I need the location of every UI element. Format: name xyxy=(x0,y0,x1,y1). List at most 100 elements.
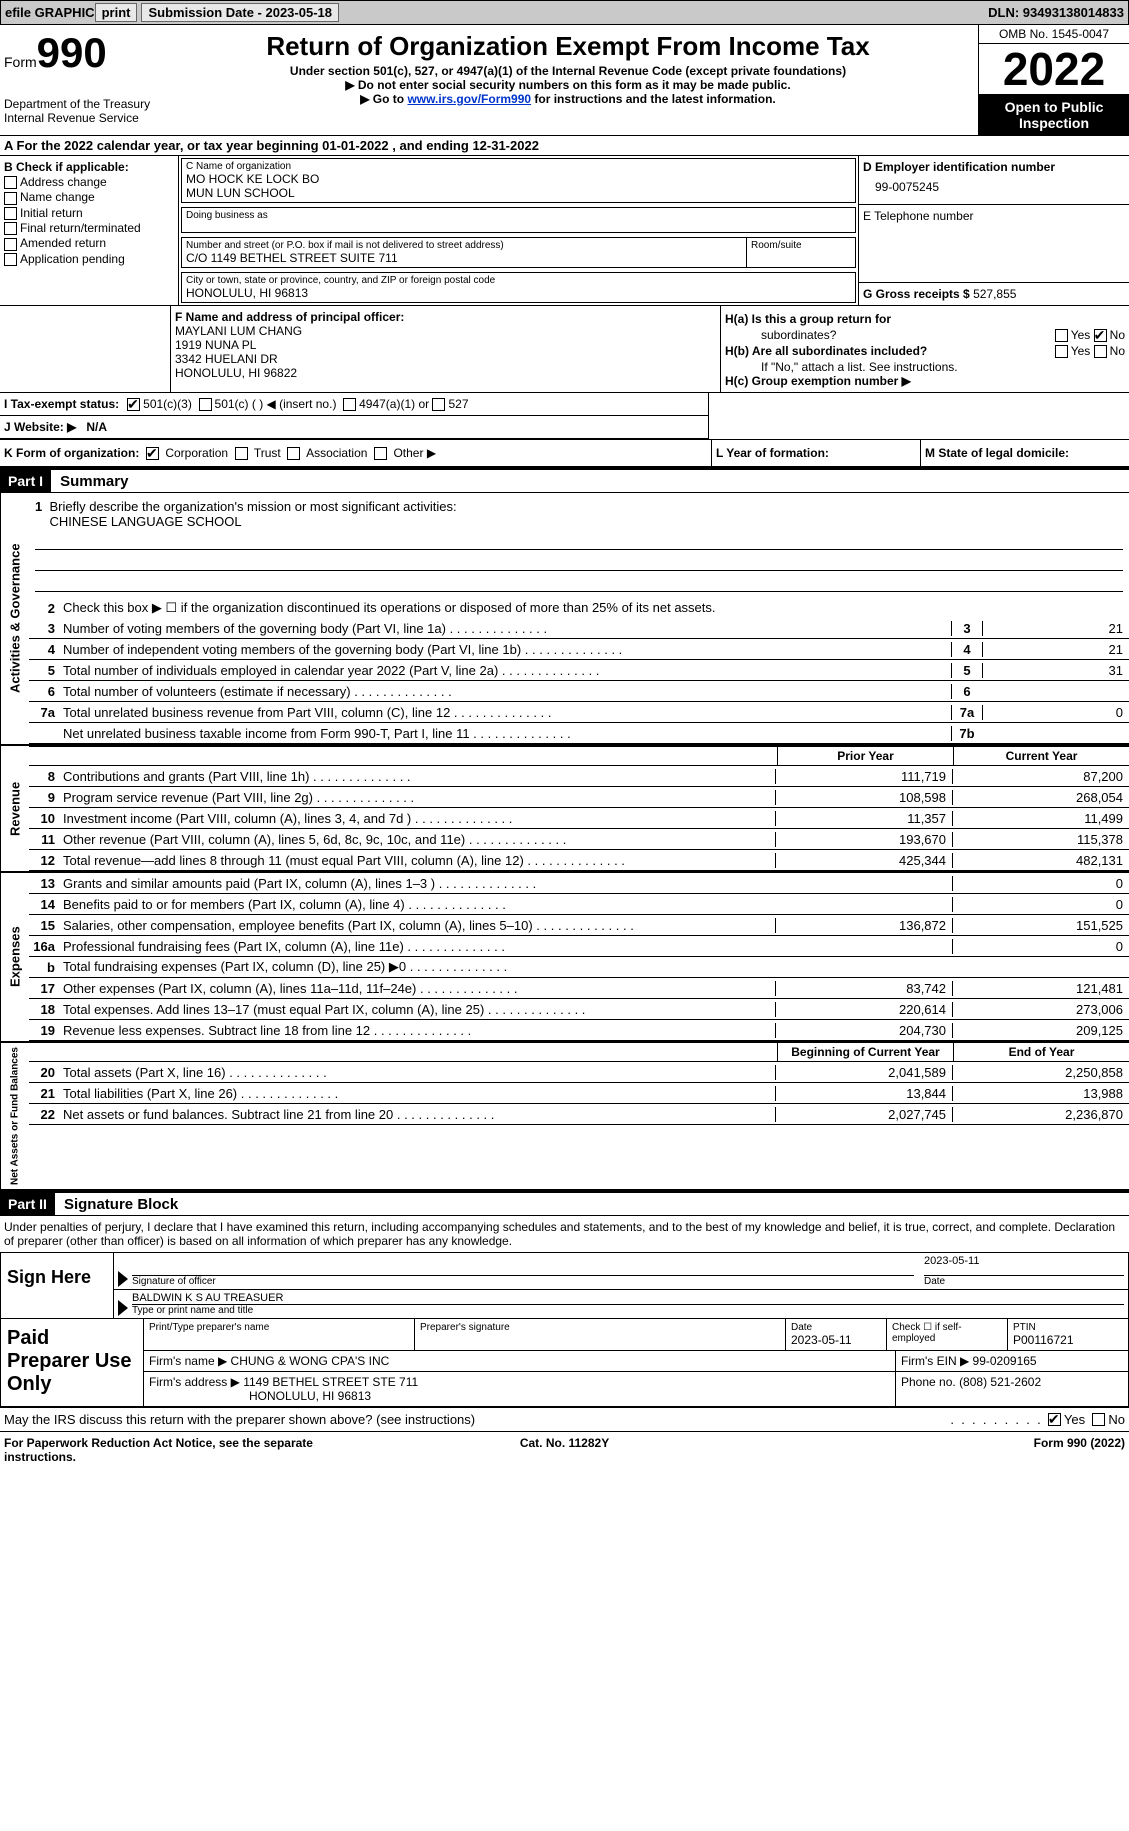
checkbox-trust[interactable] xyxy=(235,447,248,460)
current-val: 0 xyxy=(952,897,1129,912)
checkbox-527[interactable] xyxy=(432,398,445,411)
ha-no-label: No xyxy=(1110,328,1125,342)
line-cell-num: 4 xyxy=(951,642,982,657)
prep-sig-label: Preparer's signature xyxy=(420,1322,780,1333)
line-desc: Salaries, other compensation, employee b… xyxy=(59,916,775,935)
room-label: Room/suite xyxy=(751,240,851,251)
line-num: 18 xyxy=(29,1002,59,1017)
current-val: 0 xyxy=(952,939,1129,954)
current-val: 151,525 xyxy=(952,918,1129,933)
firm-ein: 99-0209165 xyxy=(973,1354,1037,1368)
line-desc: Total number of volunteers (estimate if … xyxy=(59,682,951,701)
mission-text: CHINESE LANGUAGE SCHOOL xyxy=(49,514,241,529)
label-amended: Amended return xyxy=(20,236,106,250)
taxyear-pre: A For the 2022 calendar year, or tax yea… xyxy=(4,138,322,153)
line-cell-num: 6 xyxy=(951,684,982,699)
prior-val: 13,844 xyxy=(775,1086,952,1101)
line-cell-val: 0 xyxy=(982,705,1129,720)
ha-yes-label: Yes xyxy=(1071,328,1091,342)
omb-number: OMB No. 1545-0047 xyxy=(979,25,1129,44)
submission-date-button[interactable]: Submission Date - 2023-05-18 xyxy=(141,3,339,22)
block-f: F Name and address of principal officer:… xyxy=(171,306,720,392)
line-desc: Total liabilities (Part X, line 26) xyxy=(59,1084,775,1103)
discuss-no-checkbox[interactable] xyxy=(1092,1413,1105,1426)
section-a-taxyear: A For the 2022 calendar year, or tax yea… xyxy=(0,136,1129,156)
form-word: Form xyxy=(4,54,37,70)
prior-val: 193,670 xyxy=(775,832,952,847)
note-pre: ▶ Go to xyxy=(360,92,407,106)
line-num: 16a xyxy=(29,939,59,954)
city-val: HONOLULU, HI 96813 xyxy=(186,286,851,300)
hc-label: H(c) Group exemption number ▶ xyxy=(725,374,911,388)
checkbox-501c[interactable] xyxy=(199,398,212,411)
prep-phone: (808) 521-2602 xyxy=(959,1375,1041,1389)
gross-label: G Gross receipts $ xyxy=(863,287,970,301)
irs-link[interactable]: www.irs.gov/Form990 xyxy=(407,92,531,106)
checkbox-corp[interactable] xyxy=(146,447,159,460)
line-desc: Total revenue—add lines 8 through 11 (mu… xyxy=(59,851,775,870)
hb-no-checkbox[interactable] xyxy=(1094,345,1107,358)
current-val: 87,200 xyxy=(952,769,1129,784)
hb-yes-checkbox[interactable] xyxy=(1055,345,1068,358)
block-b-title: B Check if applicable: xyxy=(4,160,174,174)
checkbox-4947[interactable] xyxy=(343,398,356,411)
date-label: Date xyxy=(924,1276,1124,1287)
checkbox-final-return[interactable] xyxy=(4,222,17,235)
org-name-label: C Name of organization xyxy=(186,161,851,172)
org-name-2: MUN LUN SCHOOL xyxy=(186,186,851,200)
checkbox-501c3[interactable] xyxy=(127,398,140,411)
prior-val: 11,357 xyxy=(775,811,952,826)
checkbox-other[interactable] xyxy=(374,447,387,460)
line-num: b xyxy=(29,960,59,975)
block-h: H(a) Is this a group return for subordin… xyxy=(720,306,1129,392)
prep-check-label: Check ☐ if self-employed xyxy=(892,1322,1002,1344)
hb-no-label: No xyxy=(1110,344,1125,358)
prior-val: 204,730 xyxy=(775,1023,952,1038)
part1-title: Summary xyxy=(54,473,128,490)
data-line: 17 Other expenses (Part IX, column (A), … xyxy=(29,978,1129,999)
checkbox-application[interactable] xyxy=(4,253,17,266)
sign-here-block: Sign Here Signature of officer 2023-05-1… xyxy=(0,1252,1129,1319)
line-desc: Other expenses (Part IX, column (A), lin… xyxy=(59,979,775,998)
print-button[interactable]: print xyxy=(95,3,138,22)
current-val: 0 xyxy=(952,876,1129,891)
line-cell-val: 21 xyxy=(982,642,1129,657)
checkbox-amended[interactable] xyxy=(4,238,17,251)
street-val: C/O 1149 BETHEL STREET SUITE 711 xyxy=(186,251,742,265)
data-line: 20 Total assets (Part X, line 16) 2,041,… xyxy=(29,1062,1129,1083)
line-num: 4 xyxy=(29,642,59,657)
line-desc: Program service revenue (Part VIII, line… xyxy=(59,788,775,807)
col-current: Current Year xyxy=(953,747,1129,765)
line-num: 15 xyxy=(29,918,59,933)
note-ssn: ▶ Do not enter social security numbers o… xyxy=(162,78,974,92)
line-desc: Revenue less expenses. Subtract line 18 … xyxy=(59,1021,775,1040)
k-label: K Form of organization: xyxy=(4,446,139,460)
discuss-row: May the IRS discuss this return with the… xyxy=(0,1407,1129,1431)
checkbox-address-change[interactable] xyxy=(4,176,17,189)
l-label: L Year of formation: xyxy=(716,446,829,460)
ha-no-checkbox[interactable] xyxy=(1094,329,1107,342)
checkbox-initial-return[interactable] xyxy=(4,207,17,220)
name-title-label: Type or print name and title xyxy=(132,1305,1124,1316)
line-num: 13 xyxy=(29,876,59,891)
current-val: 2,250,858 xyxy=(952,1065,1129,1080)
checkbox-assoc[interactable] xyxy=(287,447,300,460)
officer-addr3: HONOLULU, HI 96822 xyxy=(175,366,297,380)
line-num: 11 xyxy=(29,832,59,847)
prior-val: 425,344 xyxy=(775,853,952,868)
ha-yes-checkbox[interactable] xyxy=(1055,329,1068,342)
ha-sub: subordinates? xyxy=(725,328,1055,342)
checkbox-name-change[interactable] xyxy=(4,192,17,205)
part1-header-row: Part I Summary xyxy=(0,468,1129,493)
arrow-icon xyxy=(118,1271,128,1287)
discuss-yes-checkbox[interactable] xyxy=(1048,1413,1061,1426)
tax-status-label: I Tax-exempt status: xyxy=(4,397,119,411)
prep-phone-label: Phone no. xyxy=(901,1375,956,1389)
page-footer: For Paperwork Reduction Act Notice, see … xyxy=(0,1431,1129,1468)
label-corp: Corporation xyxy=(165,446,228,460)
data-line: 19 Revenue less expenses. Subtract line … xyxy=(29,1020,1129,1041)
gov-line: 5 Total number of individuals employed i… xyxy=(29,660,1129,681)
prep-name-label: Print/Type preparer's name xyxy=(149,1322,409,1333)
part1-header: Part I xyxy=(0,470,51,492)
data-line: 15 Salaries, other compensation, employe… xyxy=(29,915,1129,936)
